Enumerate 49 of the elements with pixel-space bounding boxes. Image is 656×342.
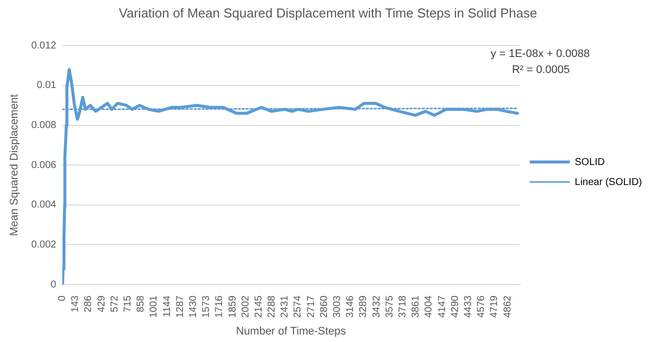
x-axis-title: Number of Time-Steps: [236, 325, 347, 338]
x-tick-label: 286: [83, 295, 94, 312]
x-tick-label: 2145: [253, 295, 264, 318]
x-tick-label: 858: [136, 295, 147, 312]
chart-title: Variation of Mean Squared Displacement with Time Steps in Solid Phase: [118, 5, 538, 20]
x-tick-label: 143: [70, 295, 82, 312]
x-tick-label: 2860: [318, 295, 330, 318]
x-tick-label: 2431: [280, 295, 291, 318]
x-tick-label: 3289: [358, 295, 370, 318]
x-tick-label: 2717: [306, 295, 317, 318]
x-tick-label: 4862: [502, 295, 514, 318]
x-tick-label: 3003: [332, 295, 344, 318]
annotation: R² = 0.0005: [512, 64, 570, 76]
x-tick-label: 4004: [424, 295, 435, 318]
y-tick-label: 0.01: [36, 80, 57, 92]
y-axis-title: Mean Squared Displacement: [8, 94, 21, 236]
x-tick-label: 4576: [476, 295, 488, 318]
x-tick-label: 3575: [384, 295, 396, 318]
x-tick-label: 1287: [174, 295, 186, 318]
x-tick-label: 3146: [345, 295, 356, 318]
y-tick-label: 0.008: [31, 120, 57, 131]
x-tick-label: 3718: [398, 295, 409, 318]
x-tick-label: 2288: [266, 295, 278, 318]
x-tick-label: 2574: [292, 295, 304, 318]
x-tick-label: 4290: [450, 295, 461, 318]
y-tick-label: 0.012: [31, 40, 57, 52]
annotation: y = 1E-08x + 0.0088: [490, 48, 590, 60]
y-tick-label: 0: [50, 279, 57, 290]
x-tick-label: 3432: [371, 295, 382, 318]
x-tick-label: 4433: [463, 295, 474, 318]
x-tick-label: 715: [122, 295, 134, 312]
x-tick-label: 2002: [240, 295, 252, 318]
legend-label: SOLID: [574, 156, 605, 168]
legend-label: Linear (SOLID): [574, 176, 642, 188]
x-tick-label: 1573: [201, 295, 212, 318]
x-tick-label: 3861: [410, 295, 422, 318]
x-tick-label: 4147: [436, 295, 448, 318]
x-tick-label: 4719: [489, 295, 500, 318]
x-tick-label: 1430: [188, 295, 199, 318]
x-tick-label: 1001: [148, 295, 160, 318]
x-tick-label: 1716: [214, 295, 226, 318]
x-tick-label: 1144: [162, 295, 173, 318]
x-tick-label: 1859: [227, 295, 238, 318]
y-tick-label: 0.004: [31, 200, 57, 211]
x-tick-label: 0: [56, 295, 68, 302]
y-tick-label: 0.006: [31, 160, 57, 171]
x-tick-label: 572: [109, 295, 120, 312]
y-tick-label: 0.002: [31, 239, 57, 250]
x-tick-label: 429: [96, 295, 108, 312]
